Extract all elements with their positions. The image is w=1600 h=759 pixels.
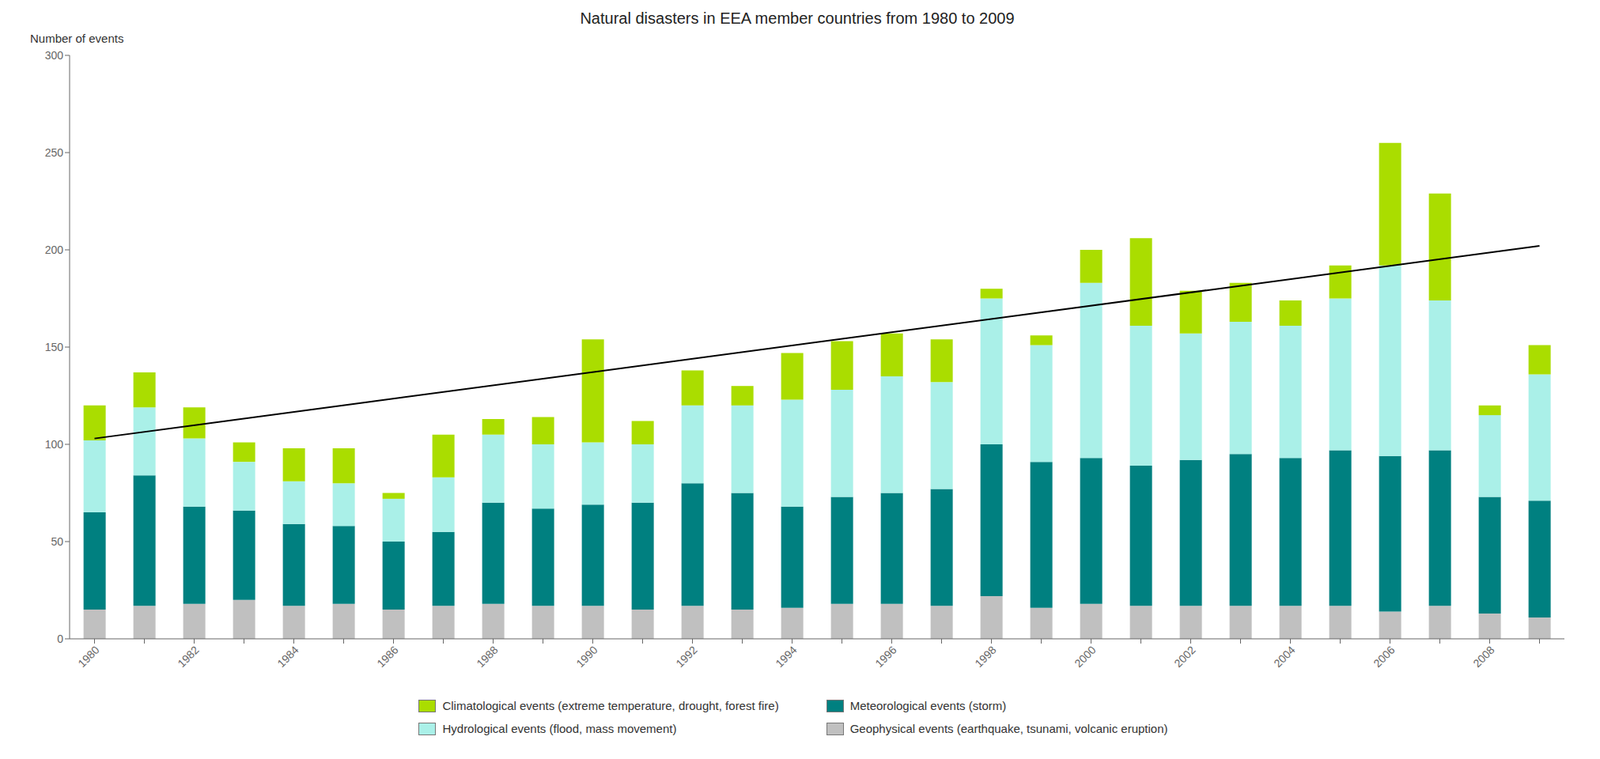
svg-text:1998: 1998	[972, 643, 999, 670]
svg-text:300: 300	[45, 49, 65, 62]
svg-text:2008: 2008	[1470, 643, 1497, 670]
html-text:Natural disasters in EEA membe: Natural disasters in EEA member countrie…	[580, 9, 1015, 27]
svg-text:1984: 1984	[274, 643, 301, 670]
svg-text:1986: 1986	[374, 643, 401, 670]
svg-text:2002: 2002	[1171, 643, 1198, 670]
svg-text:200: 200	[45, 243, 65, 257]
html-text:Number of events: Number of events	[30, 31, 124, 46]
svg-text:2004: 2004	[1270, 643, 1298, 670]
svg-text:2000: 2000	[1071, 643, 1098, 670]
html-text:Climatological events (extreme: Climatological events (extreme temperatu…	[442, 699, 779, 713]
svg-text:150: 150	[45, 340, 65, 354]
svg-text:1992: 1992	[673, 643, 700, 670]
svg-text:0: 0	[56, 632, 64, 646]
svg-text:1982: 1982	[174, 643, 201, 670]
html-text:Geophysical events (earthquake: Geophysical events (earthquake, tsunami,…	[849, 722, 1168, 736]
svg-text:250: 250	[45, 146, 65, 159]
svg-text:50: 50	[50, 535, 64, 549]
svg-text:1996: 1996	[872, 643, 899, 670]
svg-text:2006: 2006	[1370, 643, 1397, 670]
svg-text:1980: 1980	[75, 643, 102, 670]
svg-text:1990: 1990	[573, 643, 600, 670]
svg-text:1988: 1988	[473, 643, 500, 670]
html-text:Meteorological events (storm): Meteorological events (storm)	[849, 699, 1007, 713]
svg-text:100: 100	[45, 438, 65, 451]
html-text:Hydrological events (flood, ma: Hydrological events (flood, mass movemen…	[442, 722, 677, 736]
svg-text:1994: 1994	[772, 643, 799, 670]
